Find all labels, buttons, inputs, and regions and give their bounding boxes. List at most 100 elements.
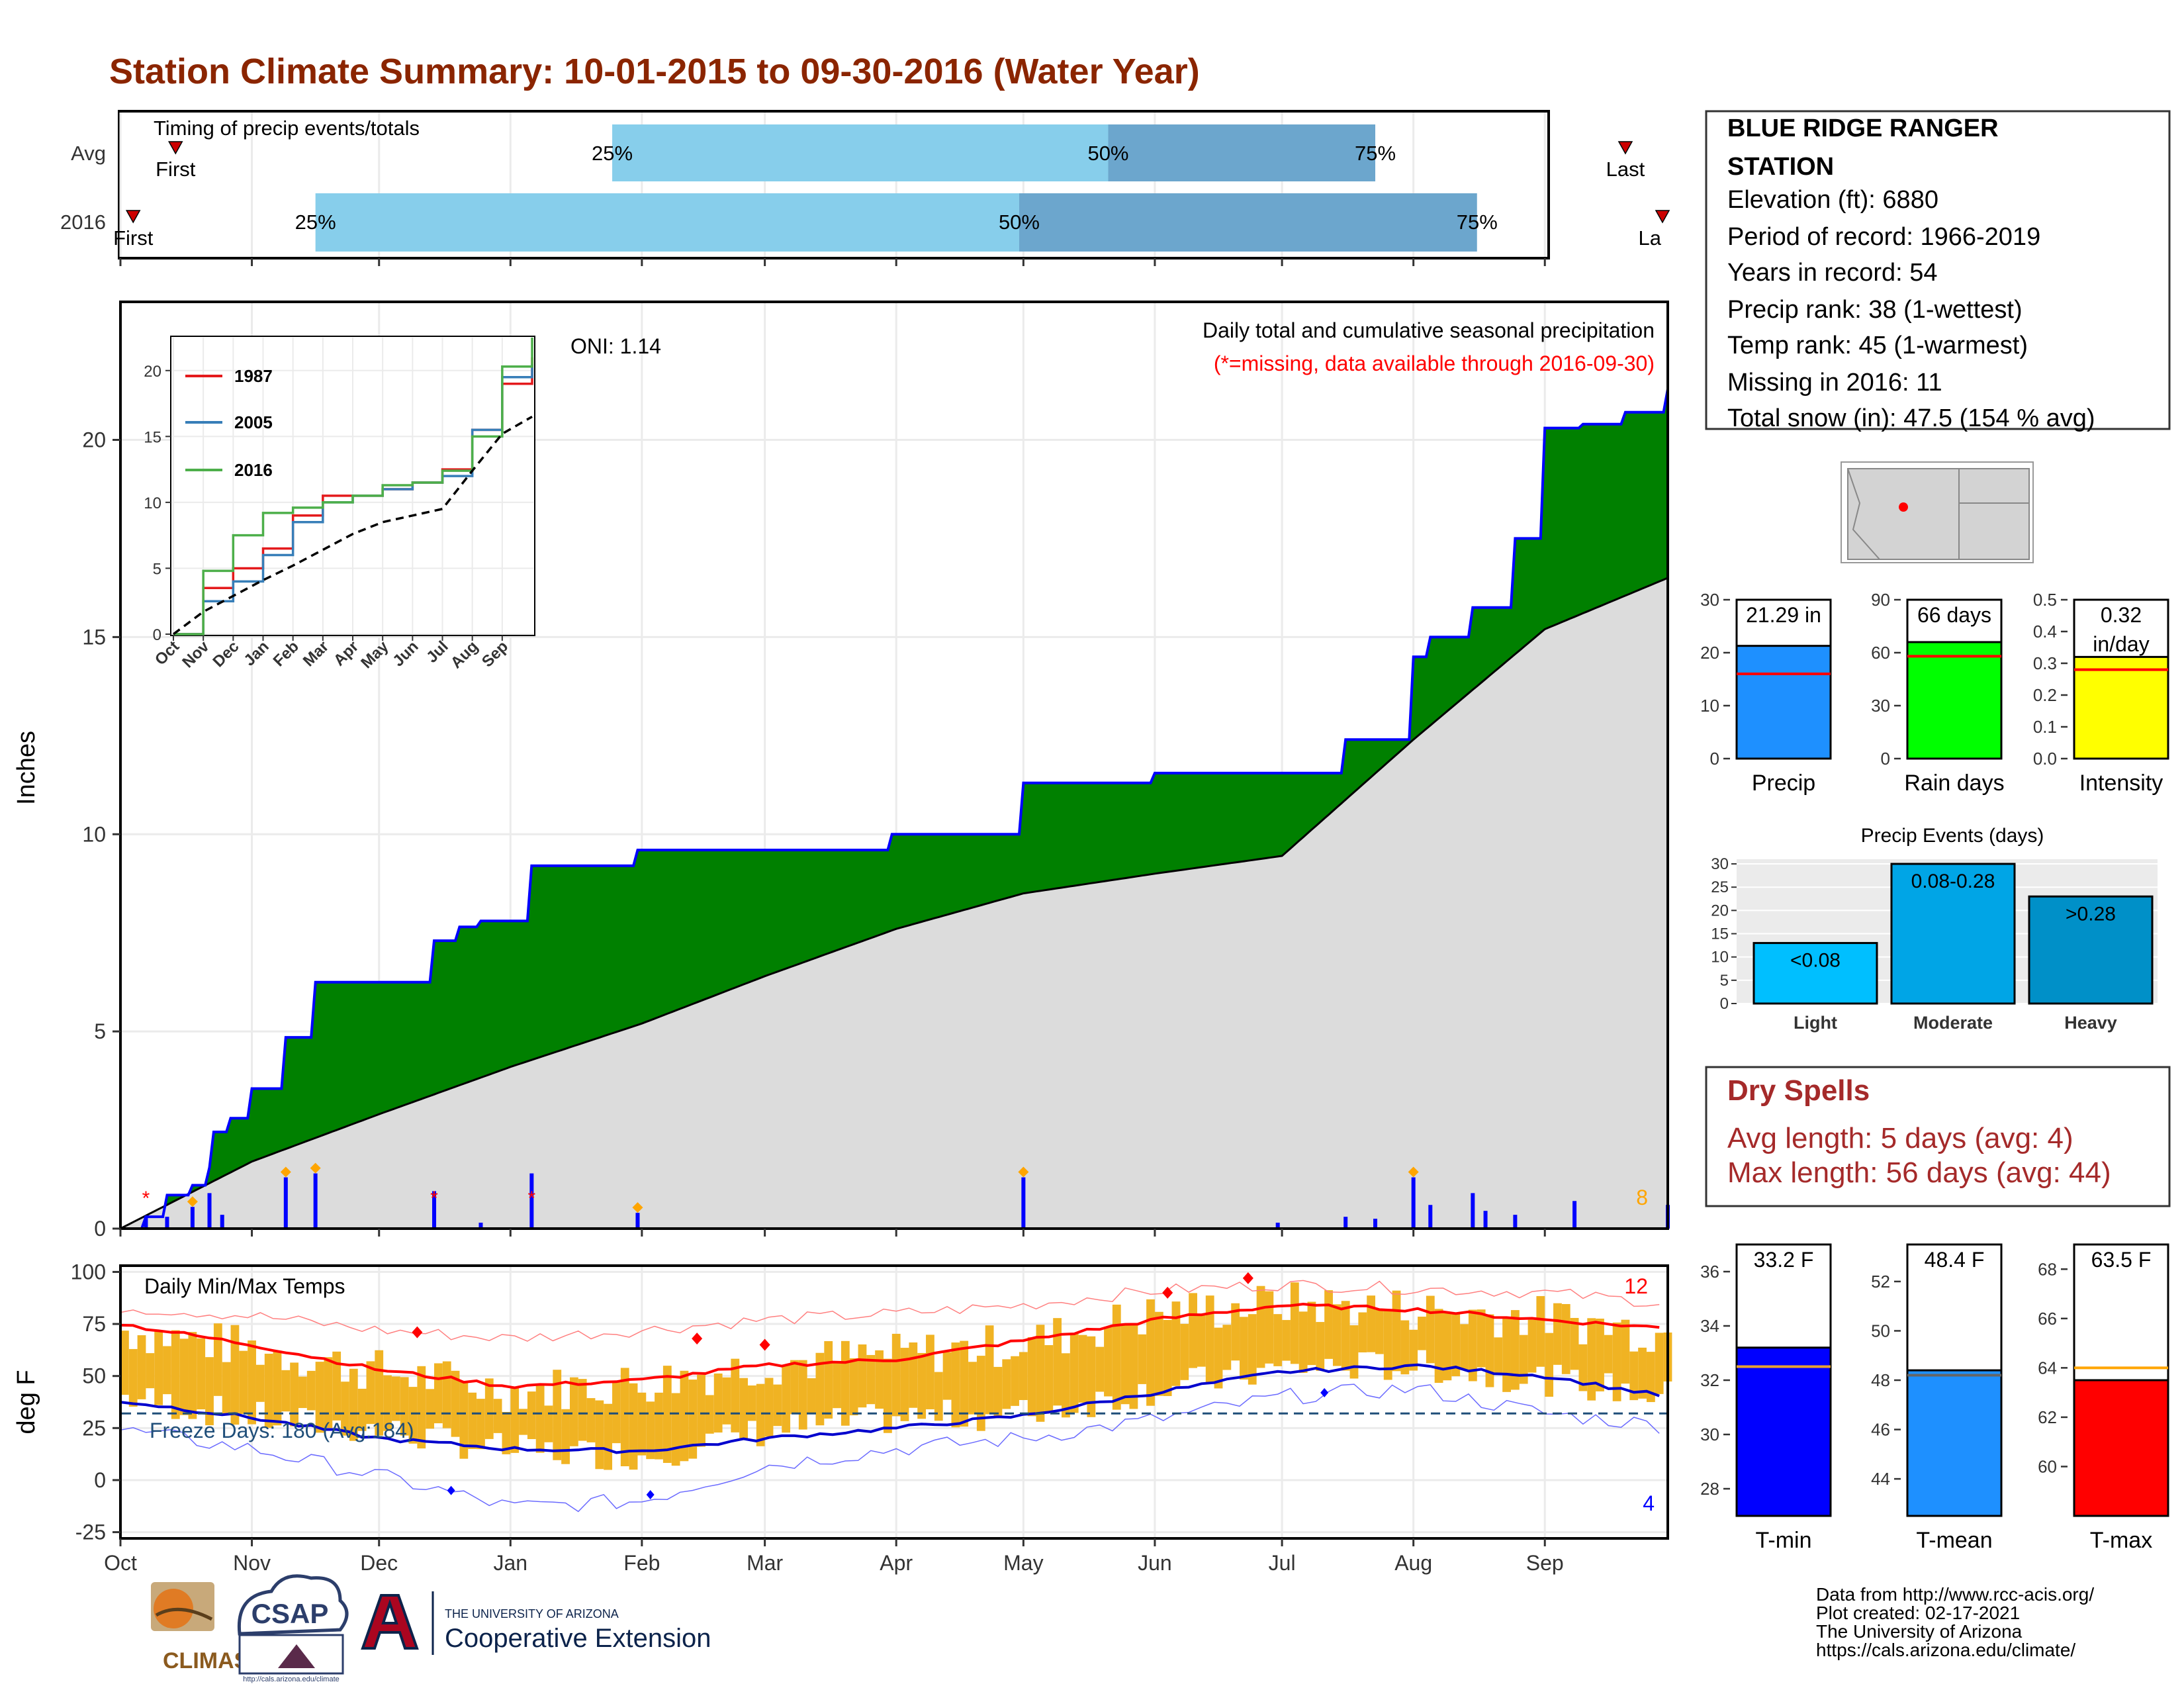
daily-temp-range-bar — [281, 1370, 291, 1412]
daily-temp-range-bar — [1434, 1309, 1443, 1383]
daily-temp-range-bar — [1358, 1312, 1367, 1353]
tmin-chart-bar — [1735, 1346, 1832, 1517]
daily-temp-range-bar — [1341, 1301, 1350, 1371]
daily-precip-bar — [432, 1191, 437, 1229]
daily-temp-range-bar — [705, 1395, 714, 1434]
dry-spells-box: Dry Spells Avg length: 5 days (avg: 4) M… — [1705, 1066, 2171, 1207]
daily-temp-range-bar — [620, 1368, 629, 1467]
ua-a-mark — [361, 1594, 419, 1650]
daily-temp-range-bar — [1426, 1295, 1435, 1364]
daily-temp-range-bar — [1443, 1313, 1452, 1381]
daily-precip-bar — [207, 1193, 212, 1229]
daily-temp-range-bar — [1180, 1323, 1189, 1380]
daily-temp-range-bar — [1205, 1295, 1214, 1383]
daily-temp-range-bar — [400, 1377, 409, 1436]
timing-label-75-avg: 75% — [1355, 142, 1396, 165]
station-years: Years in record: 54 — [1727, 259, 1938, 287]
daily-temp-range-bar — [985, 1325, 994, 1415]
temp-xtick-label-10: Aug — [1394, 1551, 1432, 1575]
precip-total-chart-ytick-label-0: 0 — [1710, 749, 1719, 769]
daily-temp-range-bar — [1171, 1301, 1181, 1386]
daily-temp-range-bar — [197, 1338, 206, 1410]
rain-days-chart: 0 30 60 90 66 days Rain days — [1871, 590, 2005, 796]
inset-ytick-label-0: 0 — [153, 626, 161, 644]
timing-label-75-2016: 75% — [1457, 211, 1498, 234]
record-high-marker — [412, 1326, 423, 1338]
events-ytick-label-5: 25 — [1711, 878, 1729, 896]
station-snow: Total snow (in): 47.5 (154 % avg) — [1727, 404, 2095, 432]
daily-temp-range-bar — [1044, 1345, 1054, 1413]
rain-days-chart-ytick-label-3: 90 — [1871, 590, 1890, 610]
ua-logo: THE UNIVERSITY OF ARIZONA Cooperative Ex… — [361, 1591, 711, 1655]
record-low-marker — [447, 1485, 455, 1495]
tmin-chart-ytick-label-1: 30 — [1700, 1425, 1719, 1444]
tmax-chart-label: T-max — [2090, 1528, 2152, 1553]
daily-temp-range-bar — [951, 1342, 960, 1428]
precip-ytick-label-2: 10 — [82, 822, 106, 846]
heavy-event-marker — [1018, 1166, 1029, 1178]
daily-temp-range-bar — [1400, 1320, 1410, 1375]
daily-temp-range-bar — [722, 1377, 731, 1425]
temp-ytick-label-1: 0 — [94, 1468, 106, 1492]
events-bar-text-moderate: 0.08-0.28 — [1911, 870, 1995, 892]
legend-label-1987: 1987 — [234, 366, 273, 386]
daily-temp-range-bar — [807, 1378, 816, 1413]
temp-panel-frame — [119, 1264, 1669, 1540]
temp-xtick-label-0: Oct — [104, 1551, 137, 1575]
daily-temp-range-bar — [510, 1386, 520, 1453]
daily-temp-range-bar — [298, 1376, 307, 1409]
daily-precip-bar — [529, 1173, 534, 1229]
daily-temp-range-bar — [493, 1399, 502, 1433]
daily-temp-range-bar — [1163, 1320, 1172, 1396]
daily-temp-range-bar — [1383, 1310, 1392, 1380]
daily-temp-range-bar — [976, 1356, 985, 1431]
daily-precip-bar — [1513, 1215, 1518, 1229]
daily-temp-range-bar — [688, 1380, 698, 1459]
daily-temp-range-bar — [671, 1393, 680, 1466]
missing-note: (*=missing, data available through 2016-… — [1214, 352, 1655, 375]
daily-temp-range-bar — [1418, 1317, 1426, 1350]
daily-temp-range-bar — [604, 1403, 613, 1470]
intensity-chart-ytick-label-1: 0.1 — [2033, 717, 2057, 737]
daily-temp-range-bar — [578, 1379, 587, 1441]
credit-line-3: The University of Arizona — [1816, 1621, 2023, 1642]
timing-bar-25-50-2016 — [315, 193, 1019, 252]
daily-temp-range-bar — [1027, 1337, 1036, 1417]
rain-days-chart-value-0: 66 days — [1917, 603, 1991, 627]
locator-map — [1841, 461, 2034, 563]
intensity-chart-ytick-label-0: 0.0 — [2033, 749, 2057, 769]
daily-temp-range-bar — [1324, 1290, 1333, 1359]
tmean-chart: 44 46 48 50 52 48.4 F T-mean — [1871, 1243, 2003, 1553]
daily-temp-range-bar — [1596, 1319, 1604, 1391]
timing-row-label-2016: 2016 — [60, 211, 106, 234]
tmin-chart-ytick-label-0: 28 — [1700, 1479, 1719, 1499]
precip-total-chart-ytick-label-1: 10 — [1700, 696, 1719, 716]
intensity-chart-ytick-label-3: 0.3 — [2033, 653, 2057, 673]
daily-temp-range-bar — [1146, 1299, 1155, 1406]
dry-spells-max: Max length: 56 days (avg: 44) — [1727, 1156, 2111, 1189]
temp-ytick-label-5: 100 — [71, 1260, 106, 1284]
csap-logo: CSAP http://cals.arizona.edu/climate — [237, 1574, 349, 1683]
daily-temp-range-bar — [697, 1374, 705, 1447]
daily-temp-range-bar — [849, 1358, 858, 1416]
cumulative-2016-line — [120, 389, 1669, 1230]
daily-temp-range-bar — [519, 1409, 527, 1435]
tmax-chart-ytick-label-3: 66 — [2038, 1309, 2057, 1329]
daily-temp-range-bar — [1332, 1304, 1342, 1366]
daily-temp-range-bar — [1553, 1303, 1562, 1365]
freeze-days-label: Freeze Days: 180 (Avg:184) — [150, 1419, 414, 1442]
record-low-count: 4 — [1643, 1491, 1655, 1515]
precip-panel-frame — [119, 301, 1669, 1230]
daily-temp-range-bar — [815, 1352, 825, 1426]
daily-temp-range-bar — [1510, 1310, 1520, 1390]
legend-label-2005: 2005 — [234, 412, 273, 432]
last-event-label-avg: Last — [1606, 158, 1645, 181]
intensity-chart-ytick-label-4: 0.4 — [2033, 622, 2057, 641]
daily-temp-range-bar — [968, 1362, 977, 1415]
daily-temp-range-bar — [773, 1384, 782, 1427]
events-ytick-label-2: 10 — [1711, 949, 1729, 966]
daily-temp-range-bar — [1265, 1291, 1274, 1364]
daily-precip-bar — [635, 1213, 640, 1229]
daily-temp-range-bar — [1154, 1311, 1163, 1396]
